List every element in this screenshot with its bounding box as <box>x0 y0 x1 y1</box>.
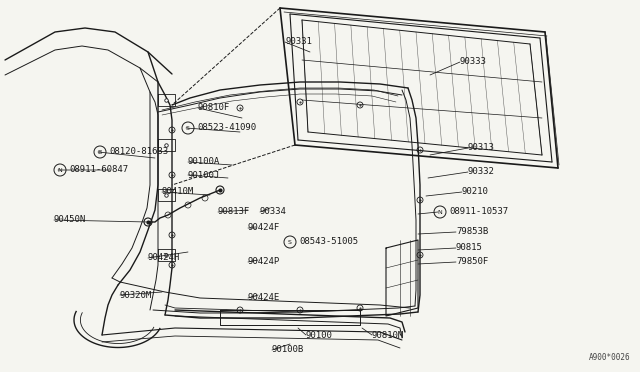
Text: 90332: 90332 <box>468 167 495 176</box>
Text: S: S <box>186 125 190 131</box>
Text: 90450N: 90450N <box>54 215 86 224</box>
Text: 90810M: 90810M <box>372 330 404 340</box>
Text: 90424E: 90424E <box>248 294 280 302</box>
Text: 90100: 90100 <box>306 330 333 340</box>
Text: 08911-60847: 08911-60847 <box>69 166 128 174</box>
Text: 90334: 90334 <box>260 208 287 217</box>
Text: S: S <box>288 240 292 244</box>
Text: 79850F: 79850F <box>456 257 488 266</box>
Text: 90815: 90815 <box>456 244 483 253</box>
Text: 90424H: 90424H <box>148 253 180 263</box>
Text: 90813F: 90813F <box>218 208 250 217</box>
Text: 90810F: 90810F <box>198 103 230 112</box>
Text: 90100A: 90100A <box>188 157 220 167</box>
Text: 79853B: 79853B <box>456 228 488 237</box>
Text: 90100B: 90100B <box>272 346 304 355</box>
Text: 90331: 90331 <box>285 38 312 46</box>
Text: B: B <box>98 150 102 154</box>
Text: 90320M: 90320M <box>120 291 152 299</box>
Text: 08543-51005: 08543-51005 <box>299 237 358 247</box>
Text: N: N <box>58 167 62 173</box>
Text: A900*0026: A900*0026 <box>588 353 630 362</box>
Text: 90100J: 90100J <box>188 170 220 180</box>
Text: 90424F: 90424F <box>248 224 280 232</box>
Text: 08911-10537: 08911-10537 <box>449 208 508 217</box>
Text: N: N <box>438 209 442 215</box>
Text: 90313: 90313 <box>468 144 495 153</box>
Text: 08523-41090: 08523-41090 <box>197 124 256 132</box>
Text: 08120-81633: 08120-81633 <box>109 148 168 157</box>
Text: 90333: 90333 <box>460 58 487 67</box>
Text: 90210: 90210 <box>462 187 489 196</box>
Text: 90424P: 90424P <box>248 257 280 266</box>
Text: 90410M: 90410M <box>162 187 195 196</box>
